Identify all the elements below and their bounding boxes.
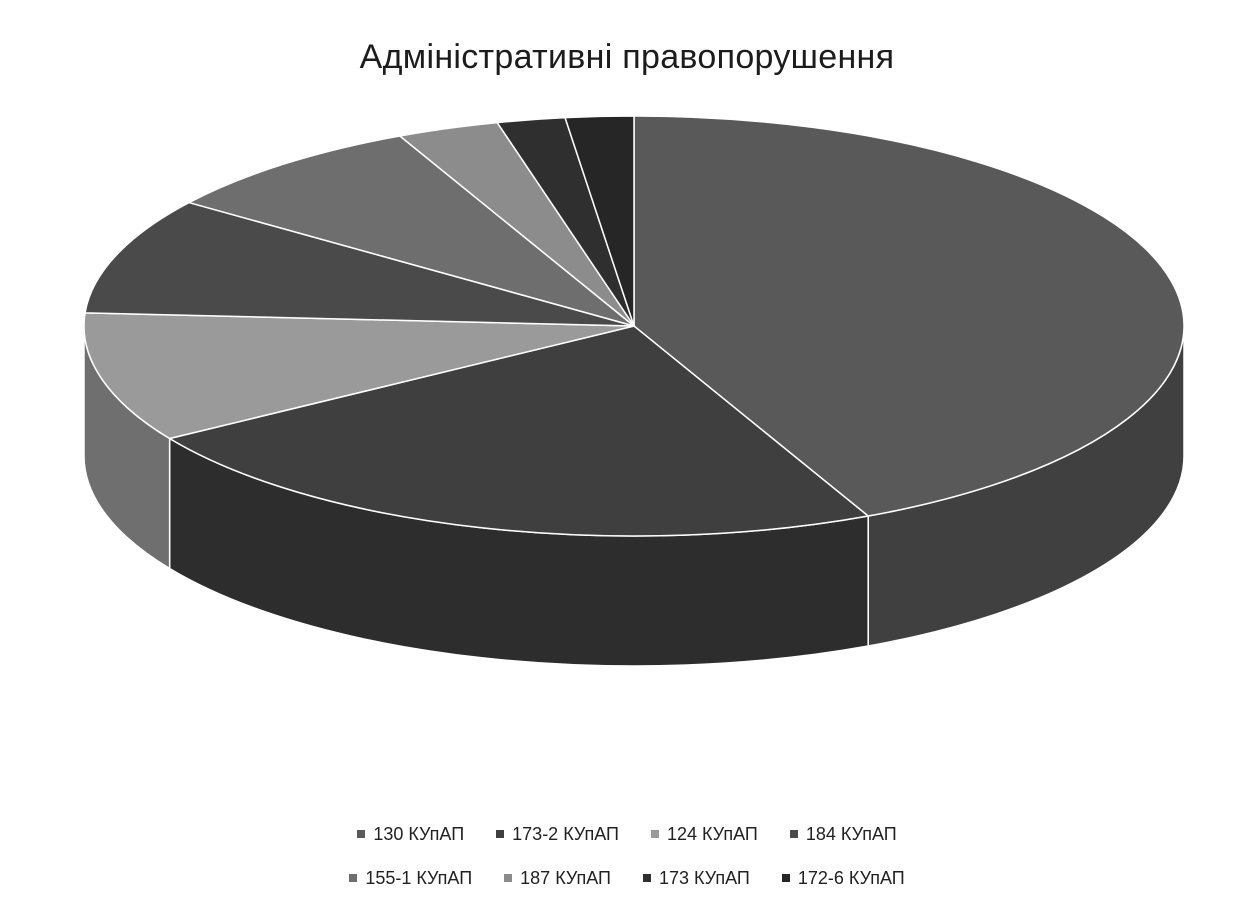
legend-label: 187 КУпАП	[520, 867, 611, 888]
legend-swatch	[496, 830, 505, 838]
legend-label: 172-6 КУпАП	[797, 867, 905, 888]
legend-label: 130 КУпАП	[373, 823, 465, 844]
legend-item: 184 КУпАП	[789, 823, 897, 845]
legend-swatch	[651, 830, 659, 838]
legend-swatch	[357, 830, 366, 838]
legend-item: 173 КУпАП	[643, 868, 750, 889]
legend-label: 173-2 КУпАП	[512, 823, 619, 844]
legend-swatch	[789, 830, 798, 838]
pie-slice-3: 124 КУпАП	[83, 312, 635, 440]
legend-swatch	[349, 874, 358, 882]
pie-slice-8: 172-6 КУпАП	[564, 115, 635, 327]
pie-side-group	[83, 325, 1185, 667]
legend-label: 124 КУпАП	[667, 823, 758, 844]
legend-swatch	[504, 874, 513, 882]
legend-swatch	[643, 874, 651, 882]
legend-item: 173-2 КУпАП	[496, 824, 619, 845]
legend-row: 130 КУпАП 173-2 КУпАП 124 КУпАП 184 КУпА…	[357, 812, 897, 856]
legend-label: 184 КУпАП	[805, 823, 897, 844]
pie-slice-1: 130 КУпАП	[633, 115, 1185, 517]
pie-slice-5: 155-1 КУпАП	[187, 135, 635, 327]
chart-legend: 130 КУпАП 173-2 КУпАП 124 КУпАП 184 КУпА…	[0, 812, 1254, 900]
legend-label: 173 КУпАП	[659, 867, 750, 888]
legend-item: 172-6 КУпАП	[781, 867, 905, 889]
pie-slice-4: 184 КУпАП	[84, 201, 635, 327]
legend-label: 155-1 КУпАП	[365, 867, 473, 888]
legend-item: 187 КУпАП	[504, 868, 611, 889]
pie-slice-2: 173-2 КУпАП	[167, 325, 870, 537]
chart-title: Адміністративні правопорушення	[359, 38, 895, 76]
legend-item: 155-1 КУпАП	[349, 868, 472, 889]
legend-item: 124 КУпАП	[651, 824, 758, 845]
legend-item: 130 КУпАП	[357, 824, 464, 845]
legend-row: 155-1 КУпАП 187 КУпАП 173 КУпАП 172-6 КУ…	[349, 856, 905, 900]
legend-swatch	[781, 874, 790, 882]
